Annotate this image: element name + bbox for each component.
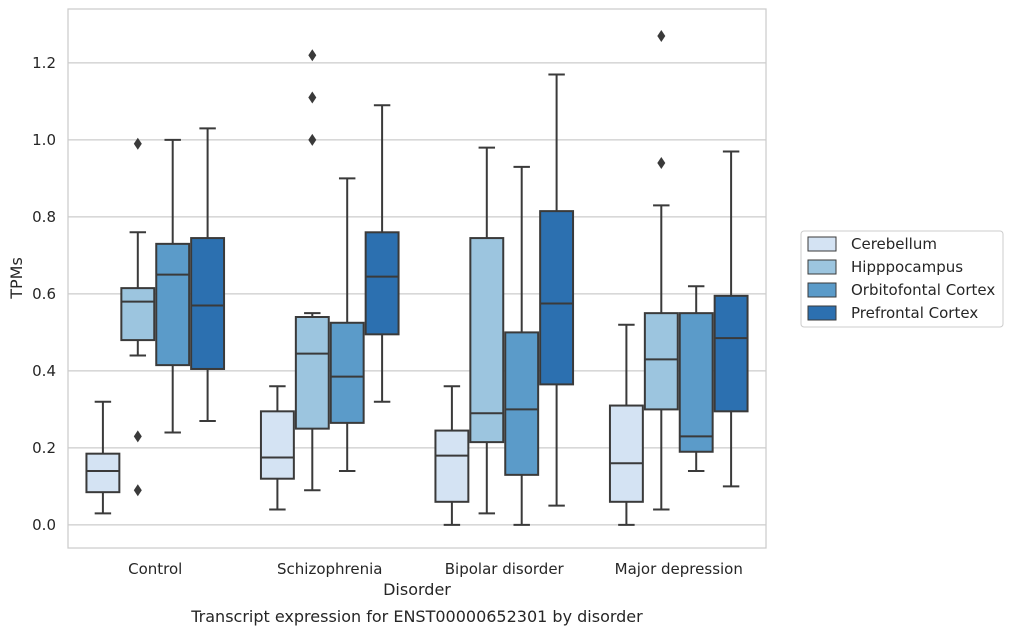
box-cerebellum-bipolar-disorder (434, 385, 470, 526)
x-tick-label: Control (128, 560, 182, 578)
box-orbitofontal-cortex-major-depression (678, 285, 714, 472)
y-tick-label: 0.8 (32, 208, 56, 226)
x-axis-ticks: Control Schizophrenia Bipolar disorder Majo… (128, 560, 743, 578)
legend-frame (800, 230, 1004, 328)
box-cerebellum-major-depression (608, 323, 644, 526)
y-tick-label: 0.0 (32, 516, 56, 534)
box-hipppocampus-bipolar-disorder (469, 146, 505, 515)
box-body (469, 237, 505, 444)
box-prefrontal-cortex-schizophrenia (364, 104, 400, 403)
box-body (364, 231, 400, 336)
box-body (643, 312, 679, 411)
legend-swatch (807, 305, 837, 321)
legend-swatch (807, 282, 837, 298)
box-body (155, 242, 191, 367)
box-body (608, 404, 644, 503)
box-hipppocampus-schizophrenia (294, 49, 330, 492)
outlier-point (657, 29, 666, 42)
box-orbitofontal-cortex-schizophrenia (329, 177, 365, 472)
outlier-point (308, 91, 317, 104)
outlier-point (133, 430, 142, 443)
box-prefrontal-cortex-bipolar-disorder (539, 73, 575, 507)
box-body (294, 316, 330, 430)
legend-label: Prefrontal Cortex (851, 304, 978, 322)
box-prefrontal-cortex-control (190, 127, 226, 422)
box-body (85, 452, 121, 494)
box-body (539, 210, 575, 386)
box-body (504, 331, 540, 476)
y-tick-label: 0.6 (32, 285, 56, 303)
outlier-point (133, 484, 142, 497)
box-cerebellum-control (85, 400, 121, 515)
legend-label: Cerebellum (851, 235, 937, 253)
box-prefrontal-cortex-major-depression (713, 150, 749, 488)
outlier-point (657, 157, 666, 169)
x-axis-title: Disorder (383, 580, 451, 599)
box-body (713, 294, 749, 413)
legend: Cerebellum Hipppocampus Orbitofontal Corte… (800, 230, 1004, 328)
y-axis-title: TPMs (7, 257, 26, 300)
outlier-point (308, 133, 317, 146)
box-hipppocampus-major-depression (643, 29, 679, 511)
box-body (434, 429, 470, 503)
box-plot-marks (85, 29, 749, 526)
chart-caption: Transcript expression for ENST0000065230… (190, 607, 643, 626)
x-tick-label: Schizophrenia (277, 560, 382, 578)
plot-frame (67, 8, 767, 549)
x-tick-label: Major depression (615, 560, 743, 578)
box-body (259, 410, 295, 480)
box-body (120, 287, 156, 342)
legend-swatch (807, 259, 837, 275)
y-tick-label: 1.0 (32, 131, 56, 149)
box-body (190, 237, 226, 370)
legend-label: Hipppocampus (851, 258, 963, 276)
box-orbitofontal-cortex-bipolar-disorder (504, 165, 540, 526)
y-axis-ticks: 0.0 0.2 0.4 0.6 0.8 1.0 1.2 (32, 54, 56, 534)
y-tick-label: 0.4 (32, 362, 56, 380)
legend-label: Orbitofontal Cortex (851, 281, 995, 299)
box-body (329, 321, 365, 424)
legend-swatch (807, 236, 837, 252)
x-tick-label: Bipolar disorder (445, 560, 565, 578)
outlier-point (308, 49, 317, 62)
outlier-point (133, 137, 142, 150)
y-tick-label: 1.2 (32, 54, 56, 72)
box-cerebellum-schizophrenia (259, 385, 295, 511)
box-orbitofontal-cortex-control (155, 138, 191, 434)
y-tick-label: 0.2 (32, 439, 56, 457)
box-hipppocampus-control (120, 137, 156, 497)
box-body (678, 312, 714, 453)
